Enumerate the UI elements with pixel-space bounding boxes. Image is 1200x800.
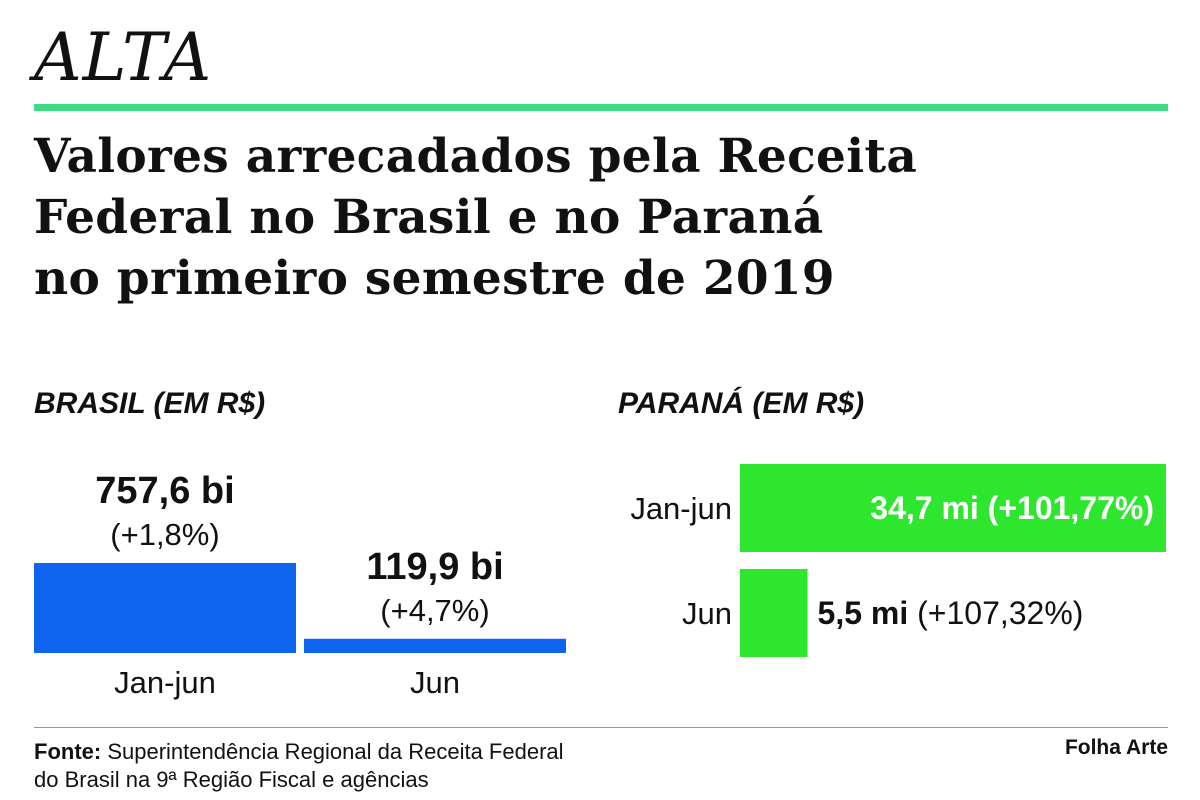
parana-change-label-2: (+107,32%) bbox=[917, 595, 1083, 631]
headline: Valores arrecadados pela Receita Federal… bbox=[34, 126, 1174, 309]
parana-category-label-1: Jan-jun bbox=[630, 491, 732, 526]
brasil-change-label-1: (+1,8%) bbox=[110, 517, 219, 552]
parana-bar-2 bbox=[740, 569, 808, 657]
brasil-bar-2 bbox=[304, 638, 566, 653]
headline-line-1: Valores arrecadados pela Receita bbox=[34, 129, 918, 184]
source-note: Fonte: Superintendência Regional da Rece… bbox=[34, 738, 794, 794]
credit: Folha Arte bbox=[1064, 736, 1168, 759]
parana-chart: Jan-jun 34,7 mi (+101,77%) Jun 5,5 mi (+107… bbox=[630, 464, 1166, 657]
brasil-category-label-1: Jan-jun bbox=[114, 665, 216, 700]
source-label: Fonte: bbox=[34, 739, 102, 764]
parana-bar-1 bbox=[740, 464, 1166, 552]
brasil-value-label-2: 119,9 bi bbox=[366, 546, 503, 588]
footer-divider bbox=[34, 727, 1168, 728]
source-line-1: Superintendência Regional da Receita Fed… bbox=[107, 739, 564, 764]
brasil-change-label-2: (+4,7%) bbox=[380, 593, 489, 628]
brasil-chart-title: BRASIL (EM R$) bbox=[34, 387, 266, 420]
parana-change-label-1: (+101,77%) bbox=[988, 490, 1154, 526]
brasil-bar-1 bbox=[34, 563, 296, 653]
headline-line-3: no primeiro semestre de 2019 bbox=[34, 251, 835, 306]
source-line-2: do Brasil na 9ª Região Fiscal e agências bbox=[34, 767, 429, 792]
kicker: ALTA bbox=[34, 19, 213, 96]
brasil-chart: 757,6 bi (+1,8%) Jan-jun 119,9 bi (+4,7%) Jun bbox=[34, 470, 566, 700]
accent-rule bbox=[34, 104, 1168, 111]
brasil-value-label-1: 757,6 bi bbox=[95, 470, 234, 512]
parana-chart-title: PARANÁ (EM R$) bbox=[618, 387, 865, 420]
parana-category-label-2: Jun bbox=[682, 596, 732, 631]
parana-value-label-1: 34,7 mi bbox=[870, 490, 987, 526]
parana-data-label-2: 5,5 mi (+107,32%) bbox=[818, 595, 1084, 631]
parana-value-label-2: 5,5 mi bbox=[818, 595, 918, 631]
brasil-category-label-2: Jun bbox=[410, 665, 460, 700]
headline-line-2: Federal no Brasil e no Paraná bbox=[34, 190, 824, 245]
parana-data-label-1: 34,7 mi (+101,77%) bbox=[870, 490, 1154, 526]
